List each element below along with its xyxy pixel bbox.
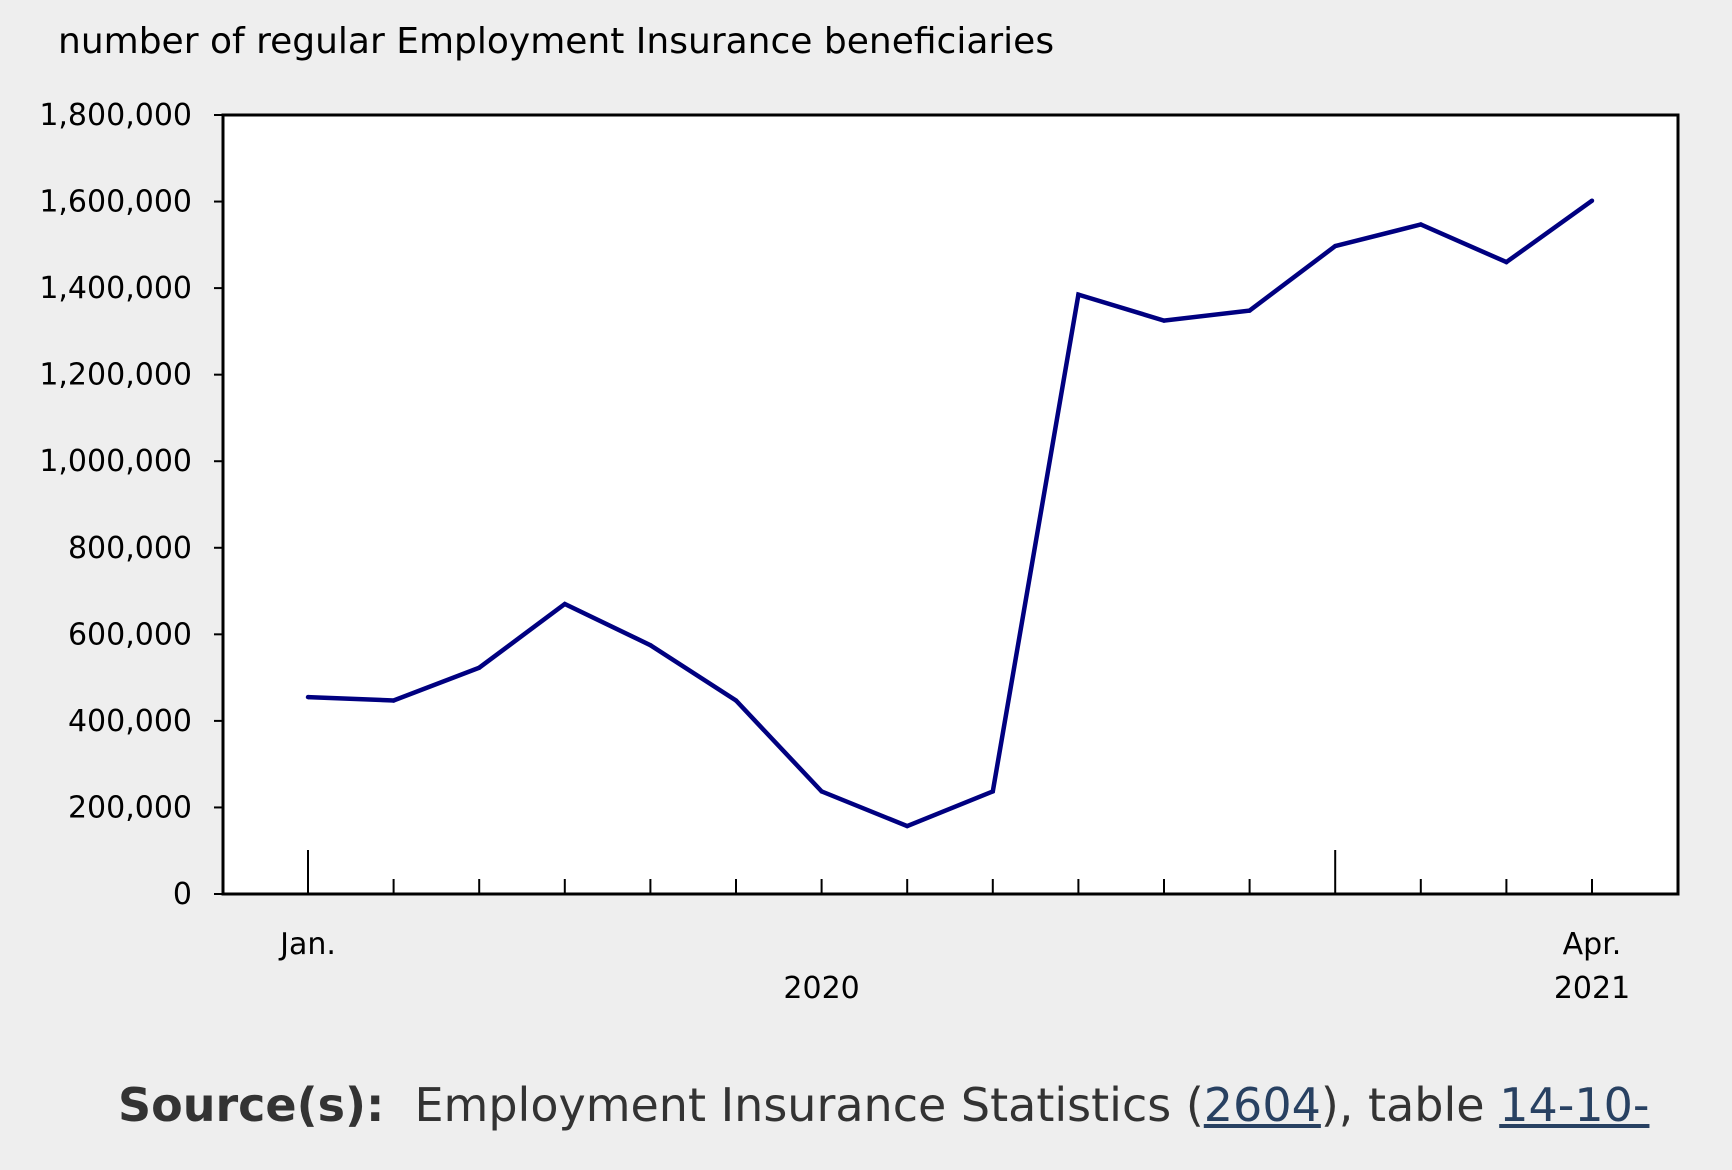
- data-point: [648, 642, 653, 648]
- data-point: [905, 823, 910, 829]
- source-label: Source(s):: [118, 1078, 385, 1132]
- data-point: [990, 789, 995, 794]
- x-year-label: 2020: [783, 971, 859, 1006]
- source-note: Source(s): Employment Insurance Statistic…: [118, 1078, 1649, 1132]
- x-tick-label: Apr.: [1563, 927, 1622, 962]
- y-axis-title: number of regular Employment Insurance b…: [58, 21, 1054, 62]
- source-text-before: Employment Insurance Statistics (: [414, 1078, 1204, 1132]
- series-layer: [305, 198, 1595, 829]
- data-point: [391, 698, 396, 703]
- data-point: [1161, 318, 1167, 323]
- data-point: [819, 789, 824, 794]
- data-point: [477, 665, 482, 670]
- data-point: [1589, 198, 1595, 203]
- source-text-middle: ), table: [1320, 1078, 1500, 1132]
- y-tick-label: 1,400,000: [39, 271, 192, 306]
- source-link-table[interactable]: 14-10-: [1499, 1078, 1650, 1132]
- data-point: [1076, 292, 1081, 297]
- y-axis: 0 200,000 400,000 600,000 800,000 1,000,000 1,…: [39, 98, 223, 912]
- y-tick-label: 1,200,000: [39, 358, 192, 393]
- data-point: [1504, 259, 1509, 265]
- y-tick-label: 1,800,000: [39, 98, 192, 133]
- plot-area: [221, 113, 1680, 896]
- y-tick-label: 0: [173, 877, 192, 912]
- data-point: [305, 694, 311, 700]
- data-point: [562, 601, 567, 607]
- data-point: [1247, 308, 1252, 313]
- y-tick-label: 600,000: [68, 617, 192, 652]
- line-chart: number of regular Employment Insurance b…: [39, 21, 1680, 1006]
- y-tick-label: 1,600,000: [39, 185, 192, 220]
- series-line: [307, 198, 1594, 829]
- y-tick-label: 400,000: [68, 704, 192, 739]
- data-point: [1333, 243, 1338, 249]
- x-axis: Jan. Apr. 2020 2021: [278, 850, 1630, 1006]
- y-tick-label: 1,000,000: [39, 444, 192, 479]
- data-point: [1418, 222, 1424, 227]
- data-point: [733, 698, 739, 703]
- x-year-label: 2021: [1554, 971, 1630, 1006]
- source-link-2604[interactable]: 2604: [1203, 1078, 1321, 1132]
- y-tick-label: 800,000: [68, 531, 192, 566]
- y-tick-label: 200,000: [68, 790, 192, 825]
- x-tick-label: Jan.: [278, 927, 336, 962]
